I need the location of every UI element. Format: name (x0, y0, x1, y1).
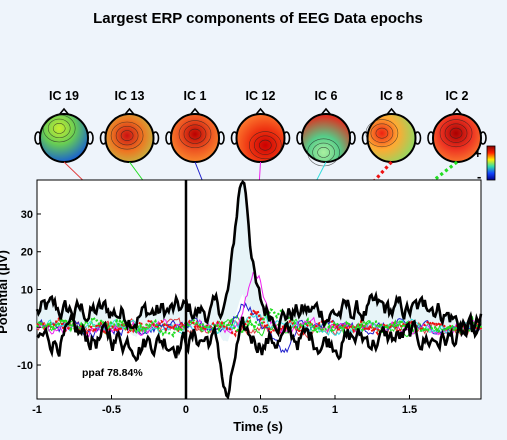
scalp-map-ic-2: IC 2 (427, 89, 487, 163)
x-axis: -1 -0.5 0 0.5 1 1.5 (32, 395, 417, 416)
envelope-upper (35, 179, 483, 338)
component-label: IC 12 (246, 89, 276, 103)
plot-area (35, 179, 483, 400)
scalp-map-ic-12: IC 12 (230, 89, 291, 163)
trace-ic-2 (35, 308, 483, 338)
scalp-map-ic-8: IC 8 (361, 89, 422, 163)
trace-ic-8 (36, 307, 483, 338)
ppaf-annotation: ppaf 78.84% (82, 367, 143, 379)
x-axis-label: Time (s) (233, 419, 283, 434)
y-tick-label: -10 (17, 360, 33, 372)
x-tick-label: -0.5 (102, 404, 121, 416)
component-label: IC 2 (446, 89, 469, 103)
y-axis: -10 0 10 20 30 (17, 209, 41, 372)
x-tick-label: 0.5 (253, 404, 268, 416)
envelope-lower (36, 313, 482, 400)
x-tick-label: 1 (332, 404, 338, 416)
trace-ic-12 (36, 271, 482, 338)
y-tick-label: 10 (21, 285, 33, 297)
y-tick-label: 0 (27, 322, 33, 334)
component-label: IC 13 (115, 89, 145, 103)
component-label: IC 8 (380, 89, 403, 103)
colorbar-minus-label: - (477, 169, 481, 184)
chart-title: Largest ERP components of EEG Data epoch… (93, 10, 423, 27)
scalp-map-ic-19: IC 19 (34, 89, 94, 163)
x-tick-label: 0 (183, 404, 189, 416)
scalp-maps: IC 19 IC 13 IC 1 IC 12 IC 6 IC 8 IC 2 (34, 89, 487, 167)
component-label: IC 19 (49, 89, 79, 103)
colorbar-plus-label: + (474, 146, 482, 161)
colorbar: +- (474, 145, 496, 184)
scalp-map-ic-13: IC 13 (99, 89, 160, 163)
component-label: IC 6 (315, 89, 338, 103)
colorbar-gradient (486, 145, 496, 181)
y-tick-label: 20 (21, 247, 33, 259)
x-tick-label: 1.5 (402, 404, 417, 416)
x-tick-label: -1 (32, 404, 42, 416)
component-label: IC 1 (184, 89, 207, 103)
y-tick-label: 30 (21, 209, 33, 221)
scalp-map-ic-6: IC 6 (296, 89, 356, 167)
y-axis-label: Potential (μV) (0, 250, 10, 334)
scalp-map-ic-1: IC 1 (165, 89, 225, 163)
